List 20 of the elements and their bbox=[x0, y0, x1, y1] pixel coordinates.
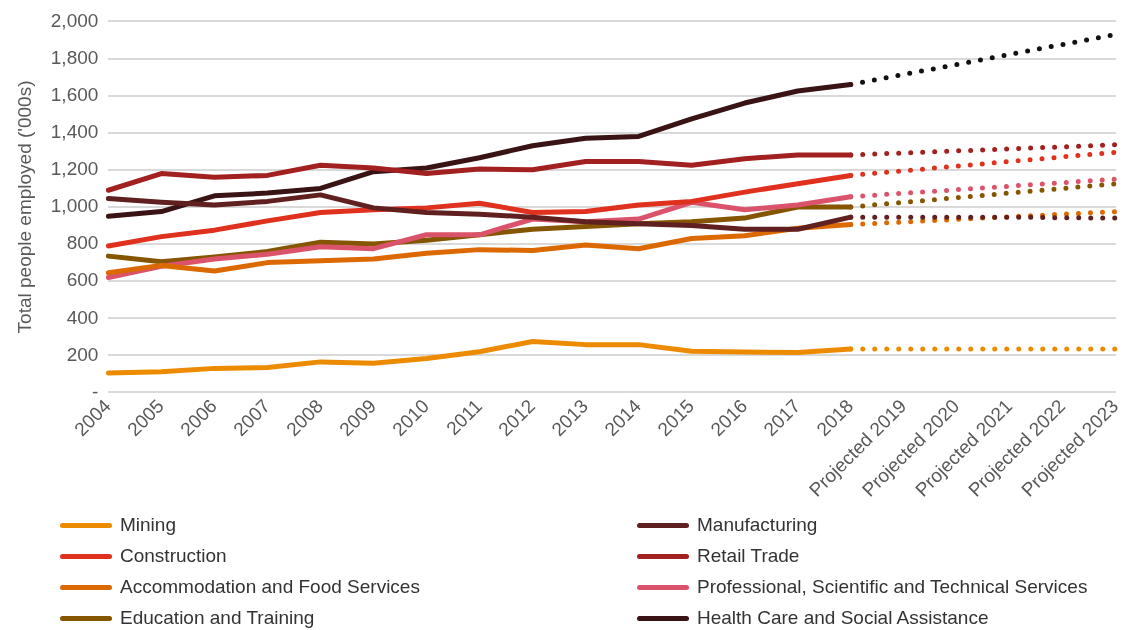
legend-label: Health Care and Social Assistance bbox=[697, 607, 989, 629]
y-tick-label: - bbox=[92, 380, 99, 402]
y-tick-label: 200 bbox=[66, 343, 99, 365]
legend-label: Education and Training bbox=[120, 607, 315, 629]
y-tick-label: 600 bbox=[66, 269, 99, 291]
legend-label: Accommodation and Food Services bbox=[120, 576, 420, 598]
legend-label: Manufacturing bbox=[697, 514, 818, 536]
y-tick-label: 800 bbox=[66, 232, 99, 254]
legend-label: Construction bbox=[120, 545, 227, 567]
y-tick-label: 1,000 bbox=[50, 195, 99, 217]
y-axis-title: Total people employed ('000s) bbox=[13, 80, 35, 334]
y-tick-label: 400 bbox=[66, 306, 99, 328]
y-tick-label: 1,600 bbox=[50, 83, 99, 105]
legend-label: Retail Trade bbox=[697, 545, 800, 567]
y-tick-label: 1,200 bbox=[50, 158, 99, 180]
legend-label: Professional, Scientific and Technical Services bbox=[697, 576, 1088, 598]
y-tick-label: 1,400 bbox=[50, 120, 99, 142]
y-tick-label: 2,000 bbox=[50, 9, 99, 31]
y-tick-label: 1,800 bbox=[50, 46, 99, 68]
legend-label: Mining bbox=[120, 514, 176, 536]
